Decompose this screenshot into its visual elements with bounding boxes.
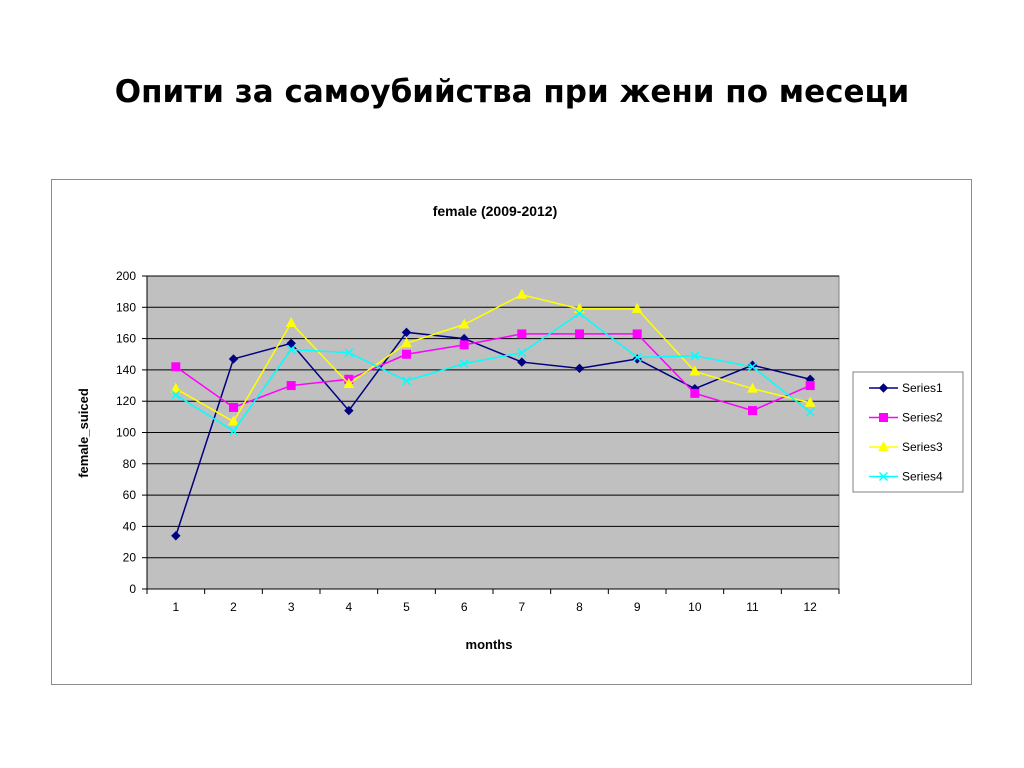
series-series3 <box>170 288 816 426</box>
legend-label: Series3 <box>902 440 943 454</box>
series-series4 <box>171 309 815 436</box>
y-tick-label: 160 <box>116 332 136 346</box>
x-tick-label: 11 <box>746 600 759 614</box>
data-point <box>286 381 296 391</box>
data-point <box>171 390 181 400</box>
data-point <box>516 288 528 299</box>
data-point <box>631 302 643 313</box>
legend-item-series4: Series4 <box>869 470 943 484</box>
legend-label: Series2 <box>902 411 943 425</box>
x-tick-label: 8 <box>576 600 583 614</box>
data-point <box>632 352 642 362</box>
data-point <box>805 407 815 417</box>
y-tick-label: 80 <box>123 457 137 471</box>
data-point <box>228 426 239 436</box>
data-point <box>459 359 469 369</box>
line-chart: female (2009-2012) 0 20 40 60 80 100 120 140 160… <box>76 203 964 652</box>
legend: Series1 Series2 Series3 Series4 <box>852 371 964 493</box>
data-point <box>575 329 584 339</box>
data-point <box>574 363 585 374</box>
legend-marker <box>879 413 888 422</box>
x-tick-label: 12 <box>803 600 817 614</box>
legend-marker <box>878 471 889 482</box>
data-point <box>805 381 815 391</box>
data-point <box>286 338 296 349</box>
x-tick-label: 3 <box>288 600 295 614</box>
x-tick-label: 2 <box>230 600 237 614</box>
series-line <box>175 293 811 423</box>
y-tick-label: 40 <box>123 519 137 533</box>
data-point <box>402 349 411 359</box>
data-point <box>517 348 527 358</box>
data-point <box>747 362 758 372</box>
x-tick-label: 7 <box>518 600 525 614</box>
legend-label: Series1 <box>902 381 943 395</box>
y-tick-label: 140 <box>116 363 136 377</box>
y-tick-label: 120 <box>116 394 136 408</box>
legend-marker <box>878 383 889 393</box>
data-point <box>285 316 297 327</box>
data-point <box>517 357 527 367</box>
data-point <box>401 376 412 386</box>
data-point <box>690 388 700 398</box>
data-point <box>689 365 701 376</box>
legend-item-series2: Series2 <box>869 411 943 425</box>
data-point <box>804 396 816 407</box>
chart-frame: female (2009-2012) 0 20 40 60 80 100 120 140 160… <box>51 179 972 685</box>
data-point <box>401 327 412 338</box>
x-tick-label: 1 <box>172 600 179 614</box>
x-axis-label: months <box>466 637 513 652</box>
data-point <box>171 531 181 541</box>
x-tick-label: 5 <box>403 600 410 614</box>
series-line <box>175 331 811 537</box>
series-layer <box>170 288 816 541</box>
y-tick-label: 100 <box>116 426 136 440</box>
data-point <box>171 362 181 372</box>
y-tick-label: 60 <box>123 488 137 502</box>
y-tick-label: 0 <box>129 582 136 596</box>
data-point <box>574 302 585 313</box>
data-point <box>228 415 239 426</box>
y-tick-label: 200 <box>116 269 136 283</box>
x-tick-label: 10 <box>688 600 702 614</box>
legend-box <box>852 371 964 493</box>
data-point <box>458 318 470 329</box>
series-line <box>175 312 811 432</box>
x-tick-label: 9 <box>634 600 641 614</box>
data-point <box>748 406 757 416</box>
y-axis-label: female_suiced <box>76 388 91 478</box>
data-point <box>690 351 700 361</box>
y-tick-label: 180 <box>116 300 136 314</box>
data-point <box>401 337 412 348</box>
y-tick-label: 20 <box>123 551 137 565</box>
x-tick-label: 4 <box>345 600 352 614</box>
data-point <box>632 329 642 339</box>
legend-item-series3: Series3 <box>869 440 943 454</box>
data-point <box>228 354 239 364</box>
data-point <box>170 382 182 393</box>
chart-title: female (2009-2012) <box>433 203 558 219</box>
data-point <box>459 340 469 350</box>
data-point <box>344 405 354 416</box>
data-point <box>286 345 296 355</box>
legend-label: Series4 <box>902 470 943 484</box>
data-point <box>344 348 354 358</box>
series-line <box>175 333 811 412</box>
x-tick-label: 6 <box>461 600 468 614</box>
slide-title: Опити за самоубийства при жени по месеци <box>114 74 910 110</box>
data-point <box>343 377 355 388</box>
data-point <box>574 309 585 319</box>
legend-item-series1: Series1 <box>869 381 943 395</box>
legend-marker <box>878 440 889 451</box>
data-point <box>229 402 238 412</box>
data-point <box>747 382 758 393</box>
data-point <box>517 329 527 339</box>
